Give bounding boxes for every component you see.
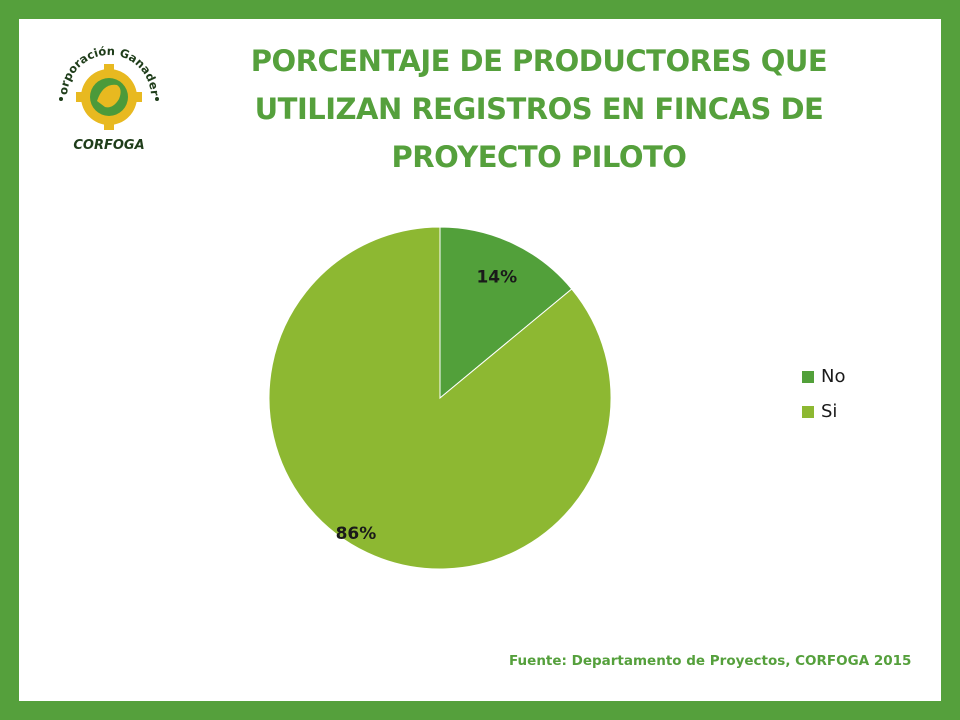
page-title: PORCENTAJE DE PRODUCTORES QUE UTILIZAN R… bbox=[189, 37, 889, 181]
title-line: PROYECTO PILOTO bbox=[391, 140, 687, 174]
pie-slice-si bbox=[268, 226, 612, 570]
title-line: UTILIZAN REGISTROS EN FINCAS DE bbox=[254, 92, 824, 126]
pie-chart: 14% 86% No Si bbox=[268, 226, 845, 570]
legend-label-si: Si bbox=[821, 401, 837, 422]
title-line: PORCENTAJE DE PRODUCTORES QUE bbox=[250, 44, 828, 78]
legend-label-no: No bbox=[821, 366, 845, 387]
logo-cattle-icon bbox=[97, 84, 121, 108]
slide: Corporación Ganadera CORFOGA PORCENTAJE … bbox=[19, 19, 941, 701]
logo-bottom-text: CORFOGA bbox=[73, 138, 144, 153]
data-label-no: 14% bbox=[476, 267, 517, 287]
source-note: Fuente: Departamento de Proyectos, CORFO… bbox=[509, 653, 912, 669]
data-label-si: 86% bbox=[336, 524, 377, 544]
legend-swatch-no bbox=[802, 371, 814, 383]
pie-slice-no bbox=[439, 226, 573, 400]
corfoga-logo: Corporación Ganadera CORFOGA bbox=[53, 29, 162, 153]
legend-swatch-si bbox=[802, 406, 814, 418]
